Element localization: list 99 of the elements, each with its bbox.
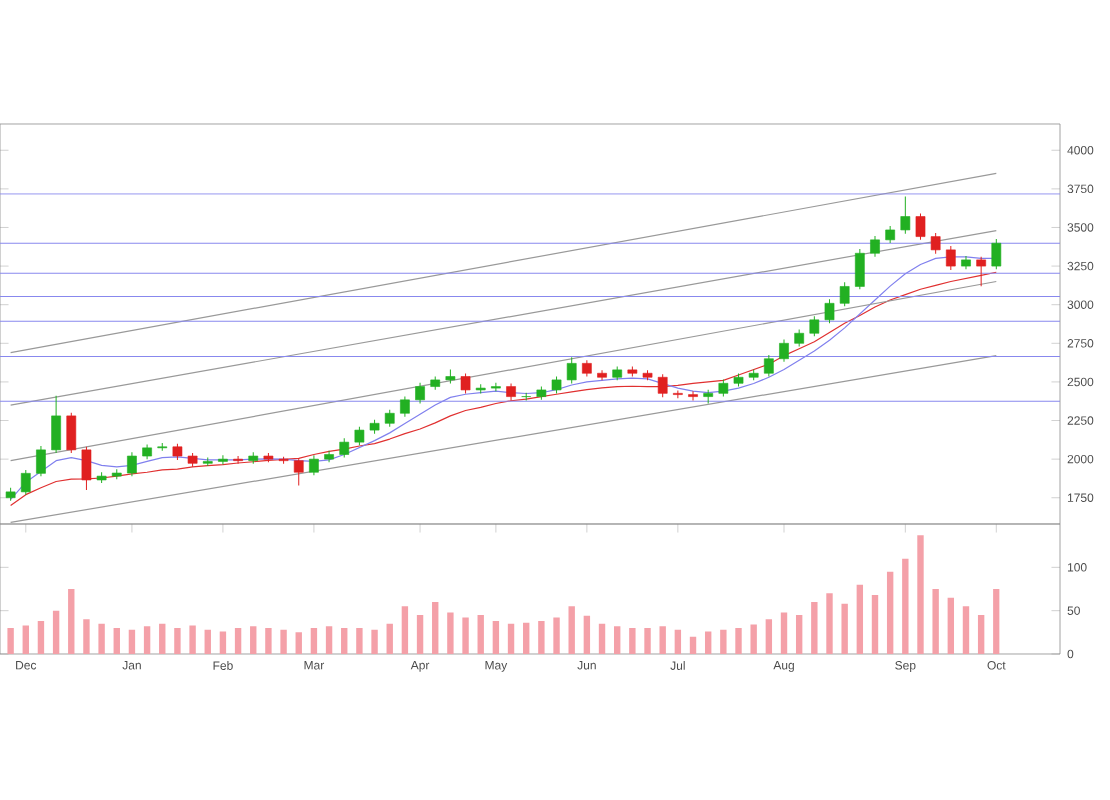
bar xyxy=(644,628,651,654)
bar xyxy=(386,623,393,654)
candlestick xyxy=(309,454,319,476)
candlestick xyxy=(293,457,304,486)
candlestick xyxy=(673,389,683,399)
bar xyxy=(356,628,363,654)
bar xyxy=(295,632,302,654)
bar xyxy=(22,625,29,654)
bar xyxy=(614,626,621,654)
candlestick xyxy=(81,446,92,491)
candlestick xyxy=(127,451,137,477)
candlestick xyxy=(657,373,668,398)
bar xyxy=(447,612,454,654)
bar xyxy=(538,621,545,654)
candlestick xyxy=(930,232,941,255)
bar xyxy=(977,615,985,654)
bar xyxy=(871,595,879,654)
bar xyxy=(886,571,894,654)
candlestick xyxy=(945,245,956,271)
bar xyxy=(219,631,227,654)
bar xyxy=(143,626,151,654)
bar xyxy=(401,606,409,654)
candlestick xyxy=(779,338,789,363)
candlestick xyxy=(218,454,228,466)
bar xyxy=(523,622,530,654)
bar xyxy=(113,628,120,654)
candlestick xyxy=(66,412,77,454)
bar xyxy=(37,621,45,654)
bar xyxy=(98,623,105,654)
bar xyxy=(174,628,181,654)
bar xyxy=(765,619,773,654)
bar xyxy=(234,628,242,654)
bar xyxy=(659,626,666,654)
candlestick xyxy=(339,437,350,459)
bar xyxy=(477,615,484,654)
candlestick xyxy=(991,238,1002,270)
bar xyxy=(52,610,60,654)
bar xyxy=(962,606,970,654)
bar xyxy=(598,623,606,654)
bar xyxy=(795,615,803,654)
bar xyxy=(902,558,909,654)
bar xyxy=(856,584,864,654)
bar xyxy=(780,612,788,654)
candlestick xyxy=(870,235,880,258)
candlestick xyxy=(915,213,926,241)
bar xyxy=(583,615,591,654)
candlestick xyxy=(597,369,607,381)
bar xyxy=(704,631,712,654)
bar xyxy=(826,593,833,654)
bar xyxy=(83,619,90,654)
candlestick xyxy=(839,281,850,307)
candlestick xyxy=(36,445,46,477)
bar xyxy=(432,602,439,654)
bar xyxy=(811,602,818,654)
bar xyxy=(689,636,697,654)
candlestick xyxy=(566,356,577,384)
bar xyxy=(189,625,196,654)
candlestick xyxy=(809,315,820,337)
bar xyxy=(68,589,75,654)
candlestick xyxy=(900,196,911,235)
bar xyxy=(720,629,727,654)
candlestick xyxy=(51,395,61,454)
candlestick xyxy=(400,396,410,418)
candlestick xyxy=(491,382,501,392)
bar xyxy=(629,628,636,654)
bar xyxy=(492,621,500,654)
bar xyxy=(159,623,166,654)
bar xyxy=(993,589,1000,654)
bar xyxy=(841,603,848,654)
bar xyxy=(462,617,469,654)
bar xyxy=(674,629,682,654)
bar xyxy=(204,629,211,654)
bar xyxy=(507,623,515,654)
candlestick xyxy=(460,372,471,394)
bar xyxy=(932,589,939,654)
bar xyxy=(416,615,424,654)
bar xyxy=(568,606,575,654)
bar xyxy=(750,624,757,654)
bar xyxy=(917,535,924,654)
candlestick xyxy=(976,256,986,287)
candlestick xyxy=(233,455,243,465)
bar xyxy=(371,629,378,654)
bar xyxy=(128,629,136,654)
bar xyxy=(553,617,560,654)
bar xyxy=(947,597,955,654)
candlestick xyxy=(415,382,425,405)
bar xyxy=(265,628,272,654)
bar xyxy=(280,629,287,654)
bar xyxy=(325,626,333,654)
bar xyxy=(7,628,14,654)
bar xyxy=(735,628,742,654)
bar xyxy=(341,628,348,654)
candlestick xyxy=(763,354,774,377)
candlestick xyxy=(854,248,865,290)
candlestick xyxy=(824,298,835,324)
candlestick xyxy=(354,426,365,446)
candlestick xyxy=(20,469,31,496)
bar xyxy=(310,628,318,654)
bar xyxy=(250,626,257,654)
